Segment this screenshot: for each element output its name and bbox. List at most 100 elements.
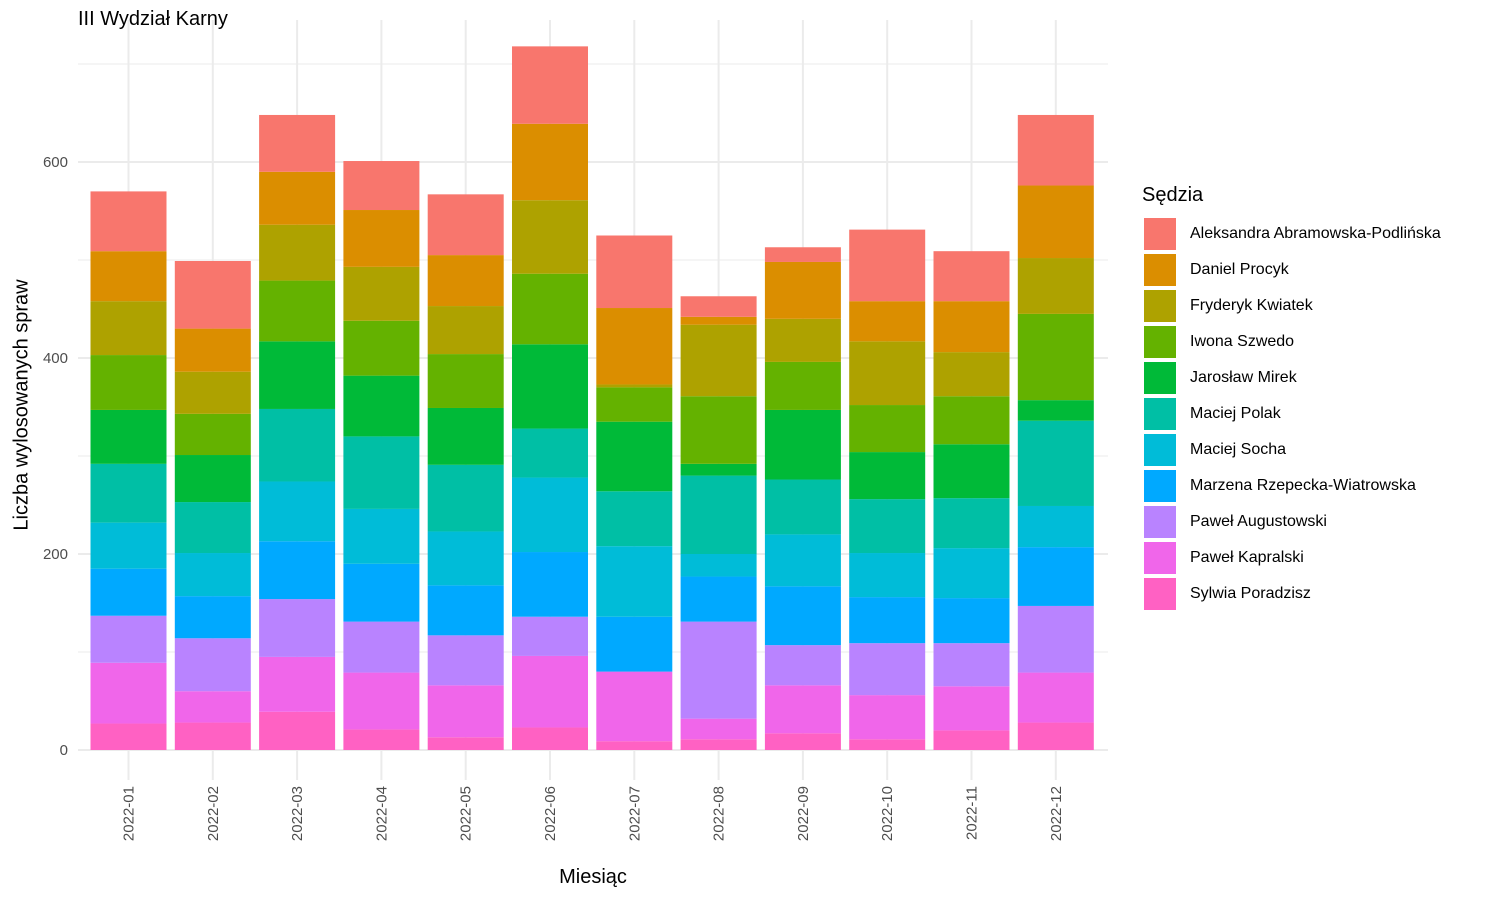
- bar-segment: [427, 635, 504, 686]
- legend-swatch: [1143, 361, 1177, 395]
- y-tick-label: 0: [60, 742, 68, 759]
- bar-segment: [1017, 400, 1094, 421]
- legend-swatch: [1143, 469, 1177, 503]
- bar-segment: [849, 341, 926, 406]
- bar-segment: [849, 301, 926, 342]
- bar-segment: [259, 599, 336, 657]
- bar-segment: [512, 552, 588, 617]
- bar-segment: [1017, 722, 1094, 750]
- bar-segment: [174, 691, 251, 723]
- bar-segment: [764, 733, 841, 750]
- legend-item: Paweł Augustowski: [1143, 505, 1327, 539]
- bar-segment: [933, 730, 1010, 750]
- bar-segment: [427, 464, 504, 532]
- legend-label: Paweł Augustowski: [1190, 513, 1327, 530]
- x-tick-label: 2022-08: [711, 786, 728, 841]
- bar-segment: [343, 508, 420, 564]
- bar-segment: [259, 224, 336, 281]
- bar-segment: [849, 643, 926, 696]
- bar-segment: [596, 387, 673, 422]
- x-tick-label: 2022-02: [205, 786, 222, 841]
- bar-segment: [1017, 114, 1094, 186]
- bar-segment: [427, 585, 504, 636]
- bar-segment: [680, 621, 757, 719]
- bar-segment: [343, 436, 420, 509]
- bar-segment: [1017, 185, 1094, 259]
- bar-segment: [933, 301, 1010, 353]
- bar-segment: [174, 328, 251, 372]
- bar-segment: [259, 541, 336, 600]
- legend-item: Paweł Kapralski: [1143, 541, 1304, 575]
- bar-segment: [90, 568, 167, 616]
- bar-segment: [259, 171, 336, 225]
- legend-swatch: [1143, 253, 1177, 287]
- bar-segment: [259, 341, 336, 409]
- x-tick-label: 2022-09: [795, 786, 812, 841]
- legend-swatch: [1143, 325, 1177, 359]
- bar-segment: [680, 324, 757, 397]
- legend-title: Sędzia: [1142, 184, 1204, 206]
- legend-label: Maciej Socha: [1190, 441, 1287, 458]
- bar-segment: [259, 481, 336, 542]
- bar-segment: [596, 671, 673, 742]
- bar-segment: [596, 421, 673, 492]
- bar-segment: [933, 643, 1010, 687]
- bar-segment: [680, 475, 757, 554]
- bar-segment: [174, 502, 251, 554]
- bar-segment: [90, 615, 167, 663]
- legend-label: Iwona Szwedo: [1190, 333, 1295, 350]
- bar-segment: [343, 375, 420, 437]
- y-tick-labels: 0 200 400 600: [43, 154, 68, 759]
- legend-swatch: [1143, 397, 1177, 431]
- bar-segment: [512, 727, 588, 750]
- x-tick-label: 2022-03: [289, 786, 306, 841]
- legend-swatch: [1143, 577, 1177, 611]
- bar-segment: [596, 546, 673, 617]
- bar-segment: [427, 407, 504, 465]
- bar-segment: [1017, 672, 1094, 723]
- bar-segment: [512, 344, 588, 429]
- legend-label: Paweł Kapralski: [1190, 549, 1304, 566]
- bar-segment: [90, 355, 167, 410]
- legend-label: Aleksandra Abramowska-Podlińska: [1190, 225, 1441, 242]
- bar-segment: [933, 396, 1010, 445]
- bar-segment: [1017, 313, 1094, 401]
- bar-segment: [680, 396, 757, 464]
- bar-segment: [596, 308, 673, 385]
- legend-swatch: [1143, 433, 1177, 467]
- bar-segment: [512, 200, 588, 274]
- bar-segment: [512, 273, 588, 345]
- bar-segment: [259, 711, 336, 750]
- legend-label: Fryderyk Kwiatek: [1190, 297, 1313, 314]
- bar-segment: [90, 409, 167, 464]
- bar-segment: [933, 444, 1010, 499]
- bar-segment: [174, 260, 251, 329]
- legend-label: Marzena Rzepecka-Wiatrowska: [1190, 477, 1416, 494]
- bar-segment: [1017, 258, 1094, 314]
- bar-segment: [512, 46, 588, 124]
- bar-segment: [512, 123, 588, 201]
- bar-segment: [427, 255, 504, 307]
- x-tick-label: 2022-10: [879, 786, 896, 841]
- legend-item: Iwona Szwedo: [1143, 325, 1294, 359]
- bar-segment: [259, 656, 336, 712]
- legend-swatch: [1143, 505, 1177, 539]
- legend-label: Maciej Polak: [1190, 405, 1281, 422]
- bar-segment: [90, 662, 167, 724]
- bar-segment: [174, 722, 251, 750]
- bar-segment: [680, 718, 757, 740]
- x-tick-label: 2022-01: [121, 786, 138, 841]
- stacked-bars: [90, 46, 1094, 750]
- legend-item: Jarosław Mirek: [1143, 361, 1297, 395]
- bar-segment: [427, 354, 504, 408]
- bar-segment: [680, 739, 757, 750]
- bar-segment: [596, 235, 673, 309]
- bar-segment: [343, 729, 420, 750]
- bar-segment: [512, 477, 588, 553]
- bar-segment: [933, 498, 1010, 549]
- bar-segment: [343, 161, 420, 211]
- bar-segment: [764, 409, 841, 480]
- bar-segment: [174, 371, 251, 414]
- legend-item: Daniel Procyk: [1143, 253, 1289, 287]
